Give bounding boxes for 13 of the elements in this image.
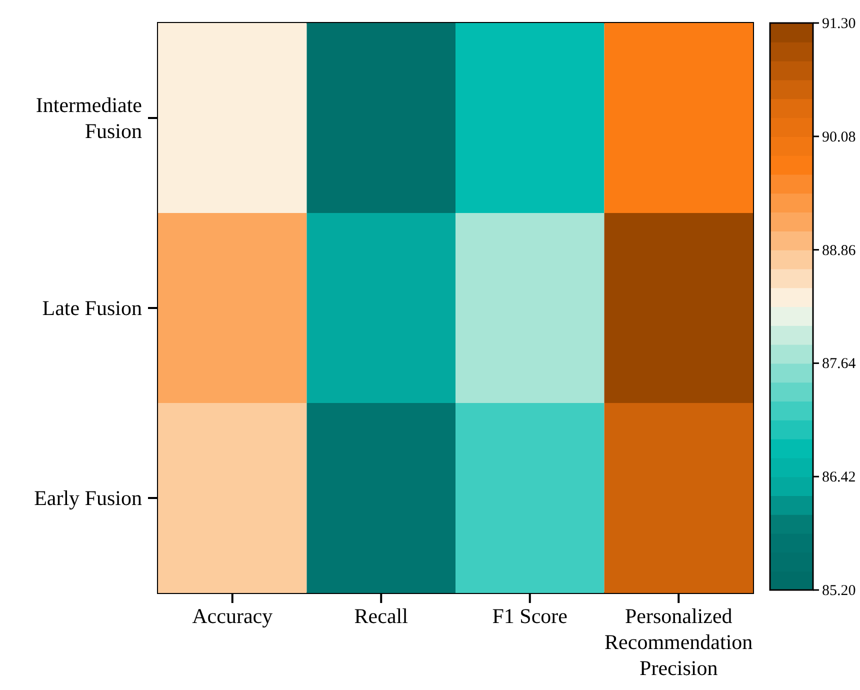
y-tick-label: Early Fusion (34, 486, 142, 510)
x-tick-label: Recall (354, 604, 408, 628)
color-bar-label: 88.86 (822, 242, 856, 259)
color-bar-label: 90.08 (822, 129, 856, 146)
y-tick-label: Late Fusion (42, 296, 142, 320)
x-tick-label: Personalized Recommendation Precision (604, 604, 754, 680)
color-bar-label: 86.42 (822, 470, 856, 486)
x-tick-label: Accuracy (192, 604, 274, 628)
y-tick-label: Intermediate Fusion (36, 93, 142, 143)
color-bar-label: 85.20 (822, 583, 856, 599)
color-bar-label: 91.30 (822, 16, 856, 32)
color-bar-label: 87.64 (822, 356, 856, 372)
x-tick-label: F1 Score (492, 604, 568, 628)
